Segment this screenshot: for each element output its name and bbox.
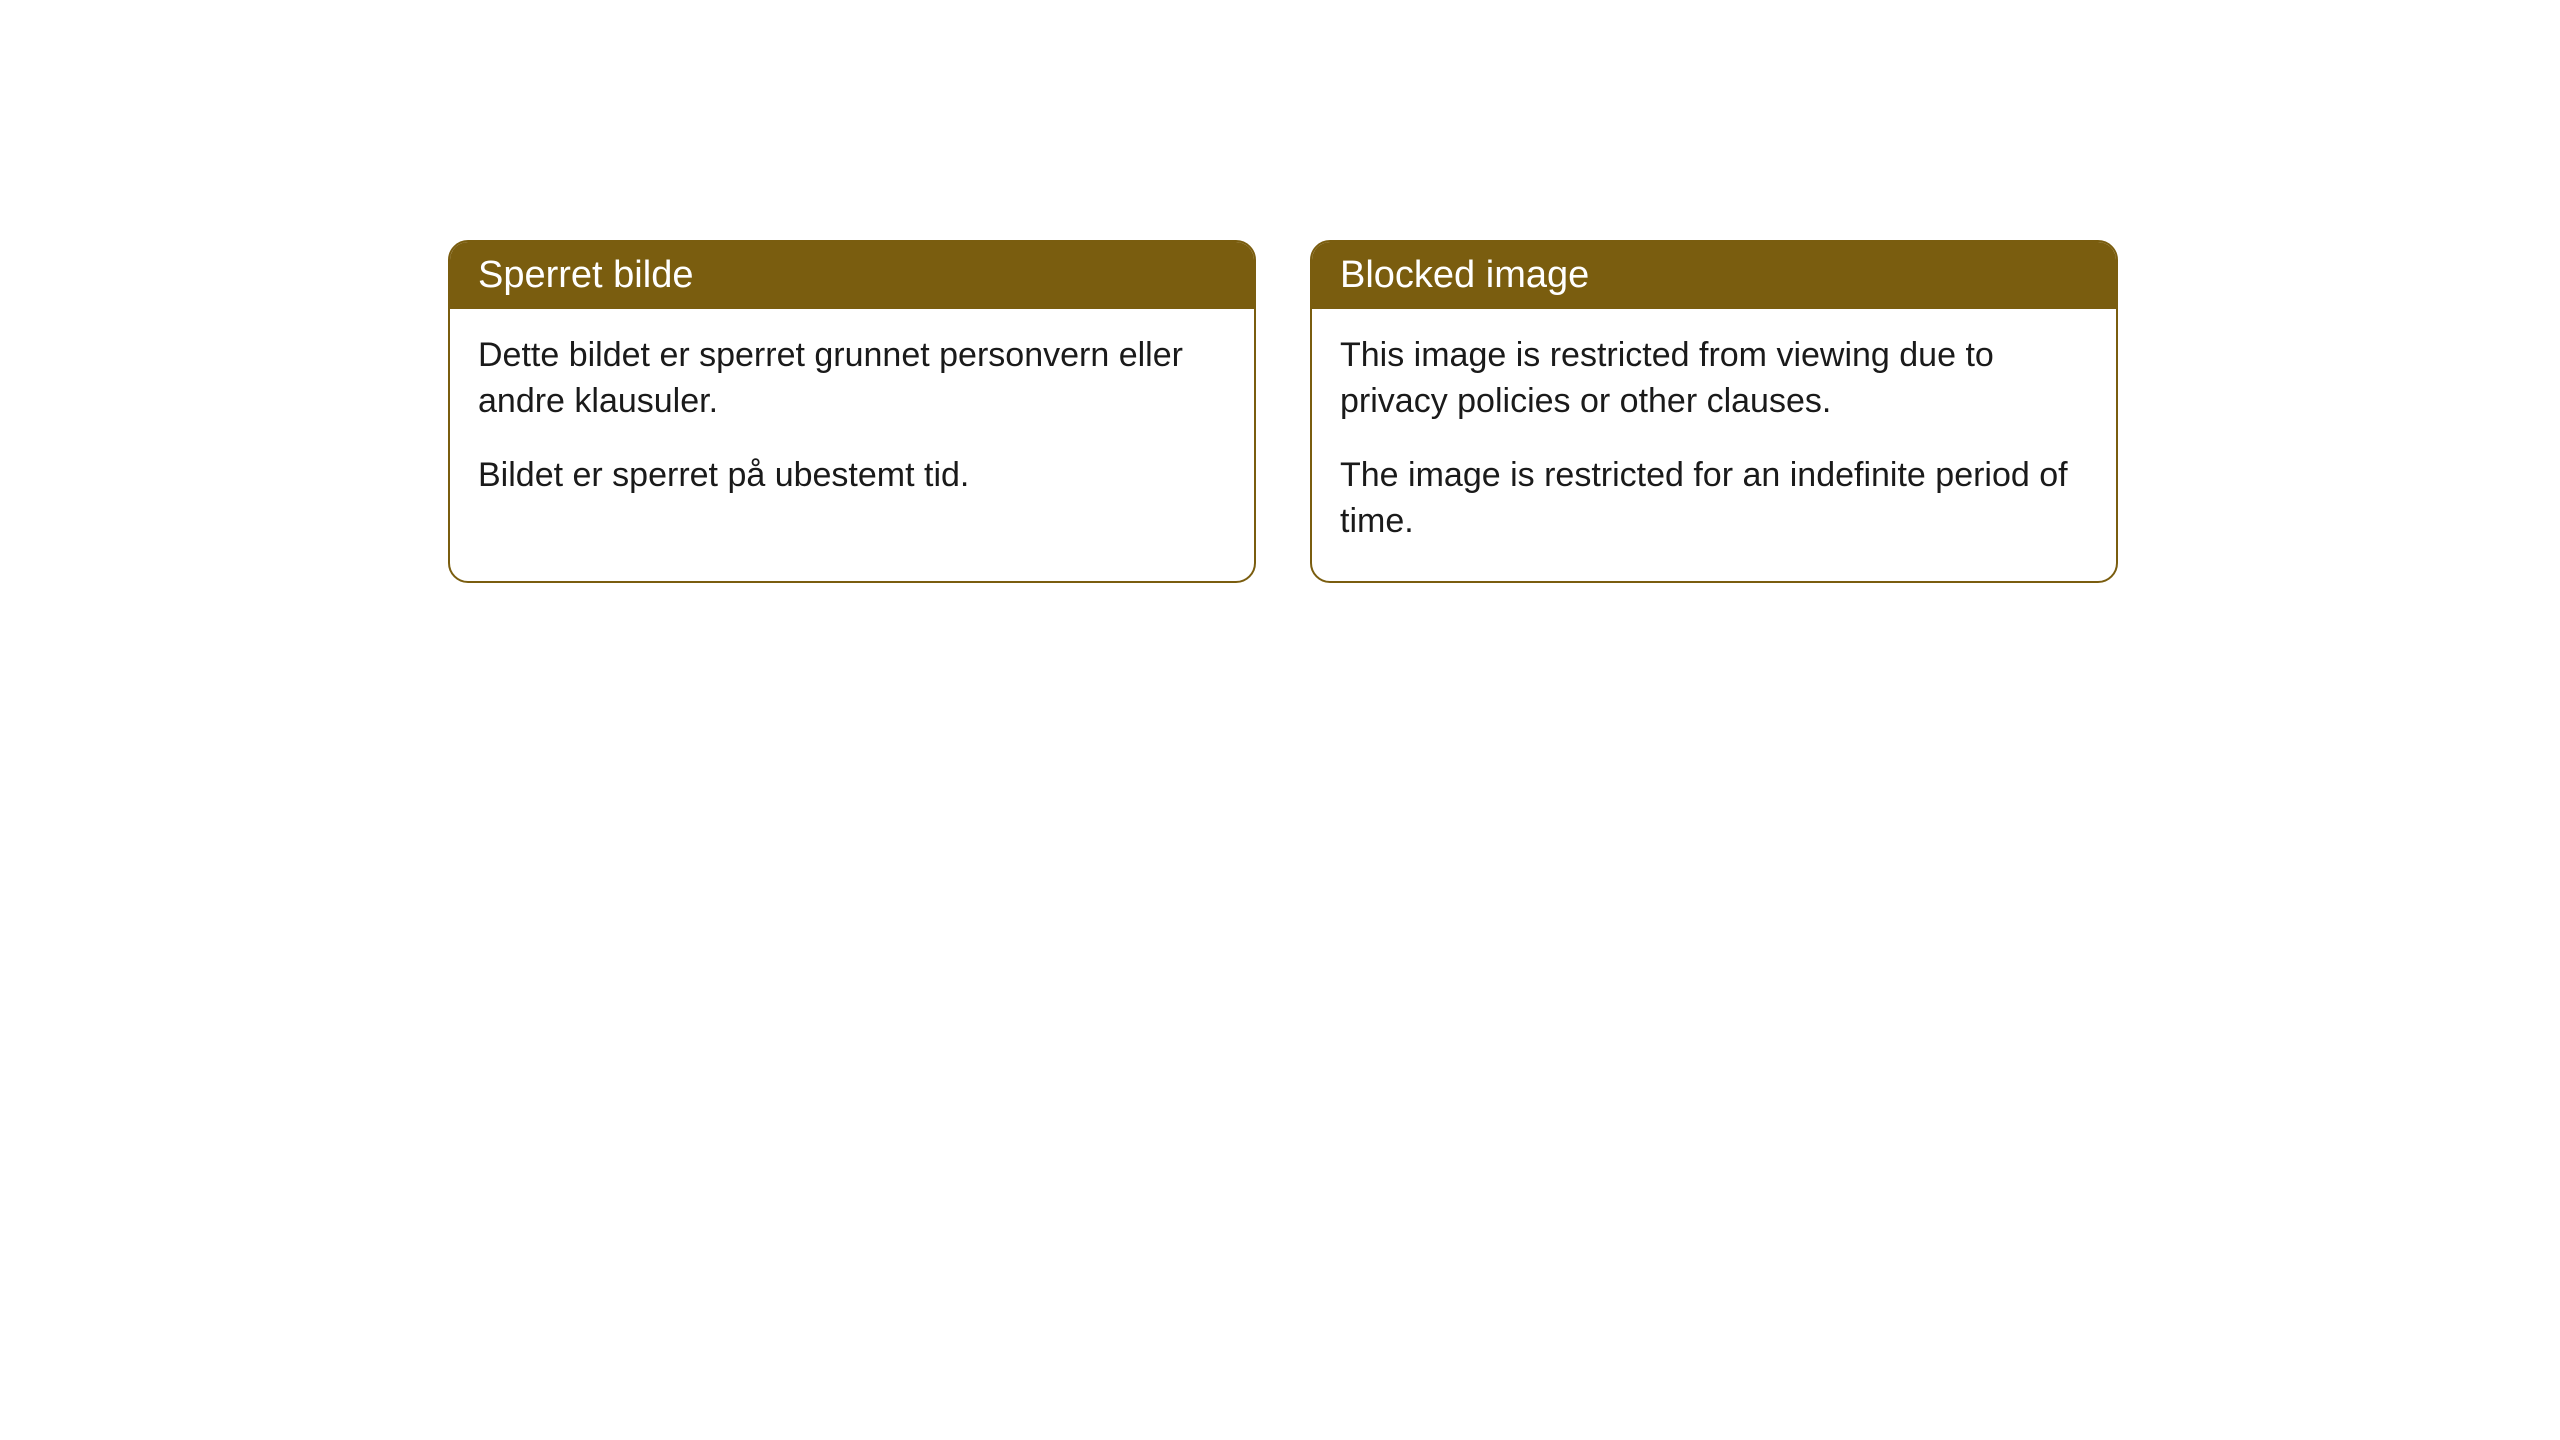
restricted-card-english: Blocked image This image is restricted f…: [1310, 240, 2118, 583]
card-title: Blocked image: [1340, 254, 1589, 296]
card-paragraph: Bildet er sperret på ubestemt tid.: [478, 453, 1226, 499]
restricted-card-norwegian: Sperret bilde Dette bildet er sperret gr…: [448, 240, 1256, 583]
card-paragraph: Dette bildet er sperret grunnet personve…: [478, 333, 1226, 425]
restricted-image-cards: Sperret bilde Dette bildet er sperret gr…: [448, 240, 2118, 583]
card-header-norwegian: Sperret bilde: [450, 242, 1254, 309]
card-body-english: This image is restricted from viewing du…: [1312, 309, 2116, 581]
card-paragraph: This image is restricted from viewing du…: [1340, 333, 2088, 425]
card-body-norwegian: Dette bildet er sperret grunnet personve…: [450, 309, 1254, 535]
card-paragraph: The image is restricted for an indefinit…: [1340, 453, 2088, 545]
card-title: Sperret bilde: [478, 254, 693, 296]
card-header-english: Blocked image: [1312, 242, 2116, 309]
